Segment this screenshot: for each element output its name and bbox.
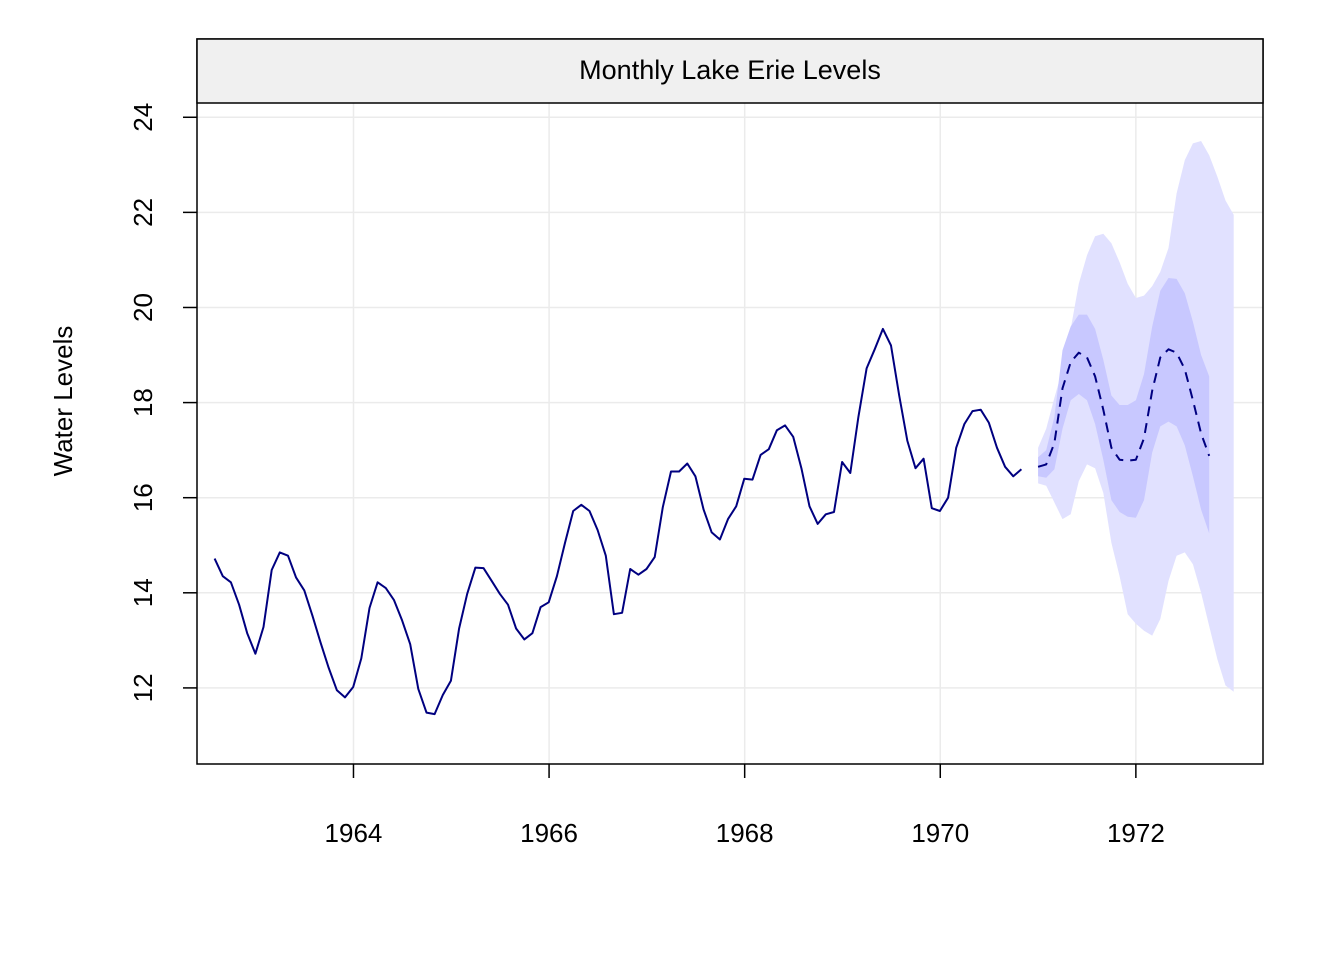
- y-tick-label-20: 20: [128, 293, 158, 322]
- y-tick-label-18: 18: [128, 388, 158, 417]
- y-tick-label-16: 16: [128, 483, 158, 512]
- x-tick-label-1964: 1964: [325, 818, 383, 848]
- y-tick-label-24: 24: [128, 103, 158, 132]
- x-tick-label-1970: 1970: [911, 818, 969, 848]
- y-tick-label-22: 22: [128, 198, 158, 227]
- x-tick-label-1968: 1968: [716, 818, 774, 848]
- band-80: [1038, 278, 1210, 534]
- prediction-bands: [1038, 141, 1234, 692]
- y-axis: 12 14 16 18 20 22 24: [128, 103, 197, 702]
- y-tick-label-12: 12: [128, 673, 158, 702]
- x-axis: 1964 1966 1968 1970 1972: [325, 764, 1165, 848]
- chart-title: Monthly Lake Erie Levels: [579, 55, 881, 85]
- series-lines: [213, 327, 1211, 716]
- y-tick-label-14: 14: [128, 578, 158, 607]
- x-tick-label-1972: 1972: [1107, 818, 1165, 848]
- y-axis-label: Water Levels: [48, 326, 78, 477]
- forecast-mean-line: [1037, 348, 1211, 468]
- observed-series-line: [213, 327, 1023, 716]
- title-strip: [196, 38, 1264, 104]
- x-tick-label-1966: 1966: [520, 818, 578, 848]
